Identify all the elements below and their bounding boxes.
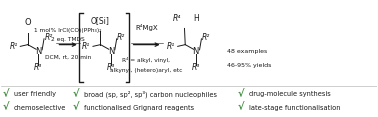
Text: R⁴: R⁴ bbox=[173, 14, 181, 23]
Text: R⁴MgX: R⁴MgX bbox=[135, 24, 158, 31]
Text: R³: R³ bbox=[107, 63, 115, 72]
Text: functionalised Grignard reagents: functionalised Grignard reagents bbox=[84, 105, 194, 111]
Text: 46-95% yields: 46-95% yields bbox=[227, 63, 271, 68]
Text: alkynyl, (hetero)aryl, etc: alkynyl, (hetero)aryl, etc bbox=[110, 68, 183, 73]
Text: O[Si]: O[Si] bbox=[91, 16, 110, 25]
Text: √: √ bbox=[238, 89, 245, 99]
Text: R²: R² bbox=[202, 33, 210, 42]
Text: √: √ bbox=[238, 103, 245, 113]
Text: R¹: R¹ bbox=[82, 42, 90, 51]
Text: N: N bbox=[35, 47, 42, 56]
Text: √: √ bbox=[3, 103, 9, 113]
Text: drug-molecule synthesis: drug-molecule synthesis bbox=[249, 91, 331, 97]
Text: DCM, rt, 20 min: DCM, rt, 20 min bbox=[45, 54, 91, 59]
Text: R⁴ = alkyl, vinyl,: R⁴ = alkyl, vinyl, bbox=[122, 57, 170, 63]
Text: O: O bbox=[25, 18, 31, 27]
Text: broad (sp, sp², sp³) carbon nucleophiles: broad (sp, sp², sp³) carbon nucleophiles bbox=[84, 90, 217, 97]
Text: √: √ bbox=[72, 103, 79, 113]
Text: R³: R³ bbox=[34, 63, 42, 72]
Text: late-stage functionalisation: late-stage functionalisation bbox=[249, 105, 341, 111]
Text: 2 eq. TMDS: 2 eq. TMDS bbox=[51, 37, 85, 42]
Text: R³: R³ bbox=[192, 63, 200, 72]
Text: 48 examples: 48 examples bbox=[227, 49, 267, 54]
Text: R¹: R¹ bbox=[167, 42, 175, 51]
Text: H: H bbox=[193, 14, 198, 23]
Text: √: √ bbox=[3, 89, 9, 99]
Text: N: N bbox=[108, 47, 114, 56]
Text: user friendly: user friendly bbox=[14, 91, 56, 97]
Text: N: N bbox=[193, 47, 199, 56]
Text: R¹: R¹ bbox=[9, 42, 18, 51]
Text: √: √ bbox=[72, 89, 79, 99]
Text: R²: R² bbox=[44, 33, 53, 42]
Text: chemoselective: chemoselective bbox=[14, 105, 66, 111]
Text: R²: R² bbox=[117, 33, 125, 42]
Text: 1 mol% IrCl(CO)(PPh₃)₂: 1 mol% IrCl(CO)(PPh₃)₂ bbox=[34, 28, 102, 33]
